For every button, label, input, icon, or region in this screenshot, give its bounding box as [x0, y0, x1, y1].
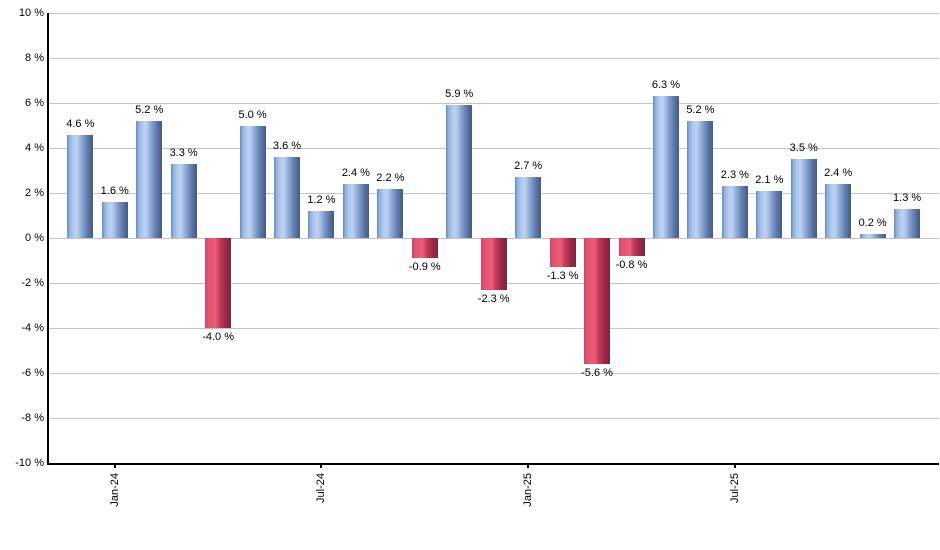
gridline-6pct — [49, 103, 939, 104]
bar-value-label: 2.1 % — [755, 173, 784, 186]
gridline--6pct — [49, 373, 939, 374]
bar-month-23 — [859, 233, 886, 238]
bar-value-label: 2.3 % — [720, 169, 749, 182]
x-axis-tick-Jul-24 — [320, 463, 323, 468]
y-axis-label-0pct: 0 % — [25, 232, 44, 244]
gridline--4pct — [49, 328, 939, 329]
bar-month-1 — [101, 202, 128, 238]
bar-month-13 — [515, 177, 542, 238]
bar-value-label: 2.2 % — [376, 171, 405, 184]
x-axis-label-Jan-24: Jan-24 — [108, 473, 121, 507]
bar-month-20 — [756, 190, 783, 238]
bar-month-18 — [687, 121, 714, 238]
gridline--8pct — [49, 418, 939, 419]
bar-value-label: -0.8 % — [615, 259, 648, 271]
y-axis-label--2pct: -2 % — [21, 277, 44, 289]
bar-value-label: 2.4 % — [341, 167, 370, 179]
bar-value-label: 3.3 % — [169, 146, 198, 159]
bar-month-14 — [549, 238, 576, 268]
bar-value-label: -2.3 % — [477, 292, 510, 305]
bar-month-6 — [274, 157, 300, 238]
bar-value-label: 4.6 % — [66, 117, 95, 130]
bar-month-8 — [342, 184, 369, 238]
bar-value-label: -4.0 % — [202, 331, 234, 343]
x-axis-tick-Jan-25 — [527, 463, 530, 468]
bar-month-21 — [790, 159, 817, 238]
bar-month-22 — [825, 184, 852, 238]
bar-value-label: 6.3 % — [651, 79, 680, 92]
y-axis-label--4pct: -4 % — [21, 322, 44, 334]
bar-value-label: 5.2 % — [686, 104, 715, 116]
bar-month-2 — [136, 121, 163, 238]
bar-value-label: -5.6 % — [581, 367, 613, 379]
bar-value-label: 2.4 % — [824, 167, 853, 179]
bar-value-label: 1.2 % — [307, 194, 336, 206]
bar-value-label: 3.6 % — [272, 140, 302, 152]
bar-month-9 — [377, 188, 404, 238]
bar-month-17 — [652, 96, 679, 238]
y-axis-label--6pct: -6 % — [21, 367, 44, 379]
gridline-2pct — [49, 193, 939, 194]
gridline-4pct — [49, 148, 939, 149]
y-axis-label-6pct: 6 % — [25, 97, 44, 109]
bar-value-label: 5.0 % — [238, 108, 267, 121]
bar-value-label: 5.9 % — [445, 88, 474, 101]
bar-month-24 — [894, 208, 921, 238]
gridline-10pct — [49, 13, 939, 14]
y-axis-label--8pct: -8 % — [21, 412, 44, 424]
bar-value-label: -1.3 % — [546, 270, 579, 283]
bar-month-0 — [67, 134, 94, 238]
bar-month-4 — [205, 238, 232, 328]
bar-month-7 — [308, 211, 335, 238]
bar-value-label: -0.9 % — [408, 261, 441, 274]
bar-month-10 — [411, 238, 438, 259]
x-axis-tick-Jul-25 — [733, 463, 736, 468]
bar-value-label: 1.3 % — [893, 191, 922, 204]
x-axis-label-Jan-25: Jan-25 — [522, 473, 535, 507]
y-axis-label-8pct: 8 % — [25, 52, 44, 64]
bar-value-label: 1.6 % — [100, 185, 129, 197]
y-axis-label-2pct: 2 % — [25, 187, 44, 199]
bar-value-label: 2.7 % — [514, 160, 543, 173]
y-axis-label-4pct: 4 % — [25, 142, 44, 154]
bar-month-16 — [618, 238, 645, 256]
bar-value-label: 5.2 % — [135, 104, 164, 116]
bar-month-11 — [446, 105, 473, 238]
x-axis-tick-Jan-24 — [113, 463, 116, 468]
gridline-8pct — [49, 58, 939, 59]
bar-value-label: 0.2 % — [858, 216, 887, 229]
y-axis-label-10pct: 10 % — [18, 7, 44, 19]
bar-month-12 — [480, 238, 507, 290]
bar-month-5 — [239, 125, 266, 238]
x-axis-label-Jul-24: Jul-24 — [315, 473, 328, 503]
y-axis-label--10pct: -10 % — [15, 457, 44, 469]
bar-value-label: 3.5 % — [789, 142, 818, 155]
bar-month-3 — [170, 163, 197, 238]
bar-month-15 — [584, 238, 611, 364]
x-axis-label-Jul-25: Jul-25 — [728, 473, 741, 503]
bar-month-19 — [721, 186, 748, 238]
